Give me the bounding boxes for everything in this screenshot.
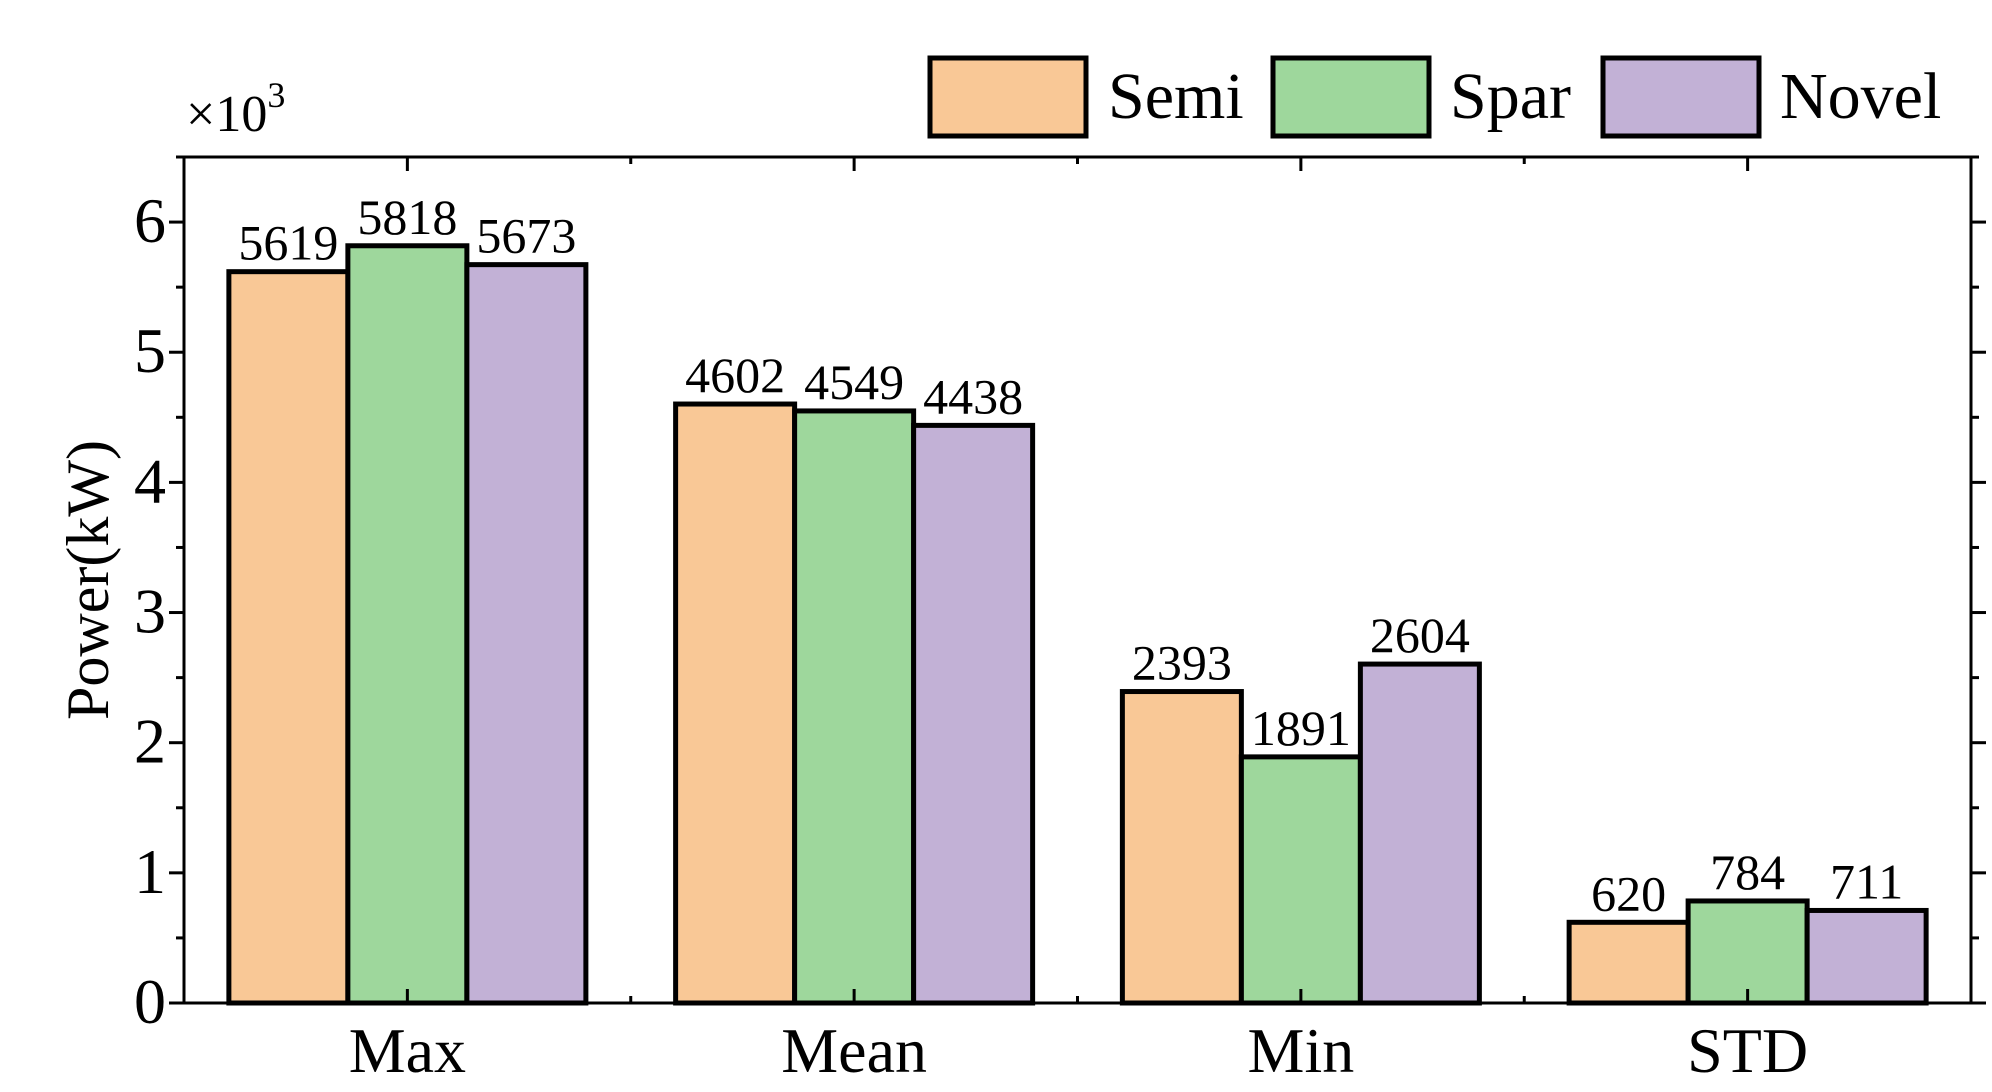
data-label: 620 bbox=[1591, 865, 1666, 921]
bar-std-semi bbox=[1566, 919, 1691, 1006]
x-tick-label: STD bbox=[1687, 1015, 1808, 1086]
x-tick-label: Min bbox=[1248, 1015, 1355, 1086]
data-labels-layer: 5619 5818 5673 4602 4549 4438 2393 1891 2604 620 7… bbox=[238, 189, 1903, 922]
bar-max-novel bbox=[464, 262, 589, 1006]
y-multiplier: ×103 bbox=[186, 75, 285, 143]
bar-std-spar bbox=[1685, 898, 1810, 1006]
y-multiplier-exponent: 3 bbox=[267, 75, 285, 115]
bar-mean-spar bbox=[792, 408, 917, 1006]
data-label: 1891 bbox=[1251, 700, 1351, 756]
data-label: 784 bbox=[1710, 844, 1785, 900]
data-label: 5673 bbox=[476, 208, 576, 264]
bar-min-spar bbox=[1238, 754, 1363, 1006]
legend-label-semi: Semi bbox=[1108, 60, 1244, 133]
bar-mean-novel bbox=[911, 422, 1036, 1006]
legend-label-novel: Novel bbox=[1780, 60, 1941, 133]
data-label: 4438 bbox=[923, 368, 1023, 424]
data-label: 2393 bbox=[1132, 635, 1232, 691]
y-multiplier-base: ×10 bbox=[186, 86, 267, 143]
y-tick-label: 2 bbox=[134, 706, 166, 777]
ticks-layer: Max Mean Min STD 0 1 2 3 4 5 6 bbox=[134, 155, 1986, 1086]
legend-swatch-novel bbox=[1600, 55, 1762, 139]
bar-mean-semi bbox=[673, 401, 798, 1006]
bars-layer bbox=[226, 243, 1929, 1006]
y-tick-label: 0 bbox=[134, 966, 166, 1037]
y-tick-label: 6 bbox=[134, 185, 166, 256]
legend: Semi Spar Novel bbox=[927, 55, 1941, 139]
data-label: 5818 bbox=[357, 189, 457, 245]
data-label: 5619 bbox=[238, 215, 338, 271]
bar-std-novel bbox=[1804, 907, 1929, 1006]
data-label: 4549 bbox=[804, 354, 904, 410]
legend-swatch-spar bbox=[1270, 55, 1432, 139]
y-tick-label: 3 bbox=[134, 576, 166, 647]
bar-max-spar bbox=[345, 243, 470, 1006]
data-label: 711 bbox=[1830, 853, 1903, 909]
y-tick-label: 1 bbox=[134, 836, 166, 907]
bar-min-semi bbox=[1119, 689, 1244, 1006]
y-tick-label: 5 bbox=[134, 315, 166, 386]
data-label: 4602 bbox=[685, 347, 785, 403]
x-tick-label: Max bbox=[349, 1015, 466, 1086]
bar-max-semi bbox=[226, 269, 351, 1006]
legend-swatch-semi bbox=[927, 55, 1089, 139]
bar-min-novel bbox=[1357, 661, 1482, 1006]
x-tick-label: Mean bbox=[781, 1015, 927, 1086]
y-tick-label: 4 bbox=[134, 445, 166, 516]
y-axis-label: Power(kW) bbox=[55, 440, 121, 720]
legend-label-spar: Spar bbox=[1450, 60, 1571, 133]
data-label: 2604 bbox=[1370, 607, 1470, 663]
